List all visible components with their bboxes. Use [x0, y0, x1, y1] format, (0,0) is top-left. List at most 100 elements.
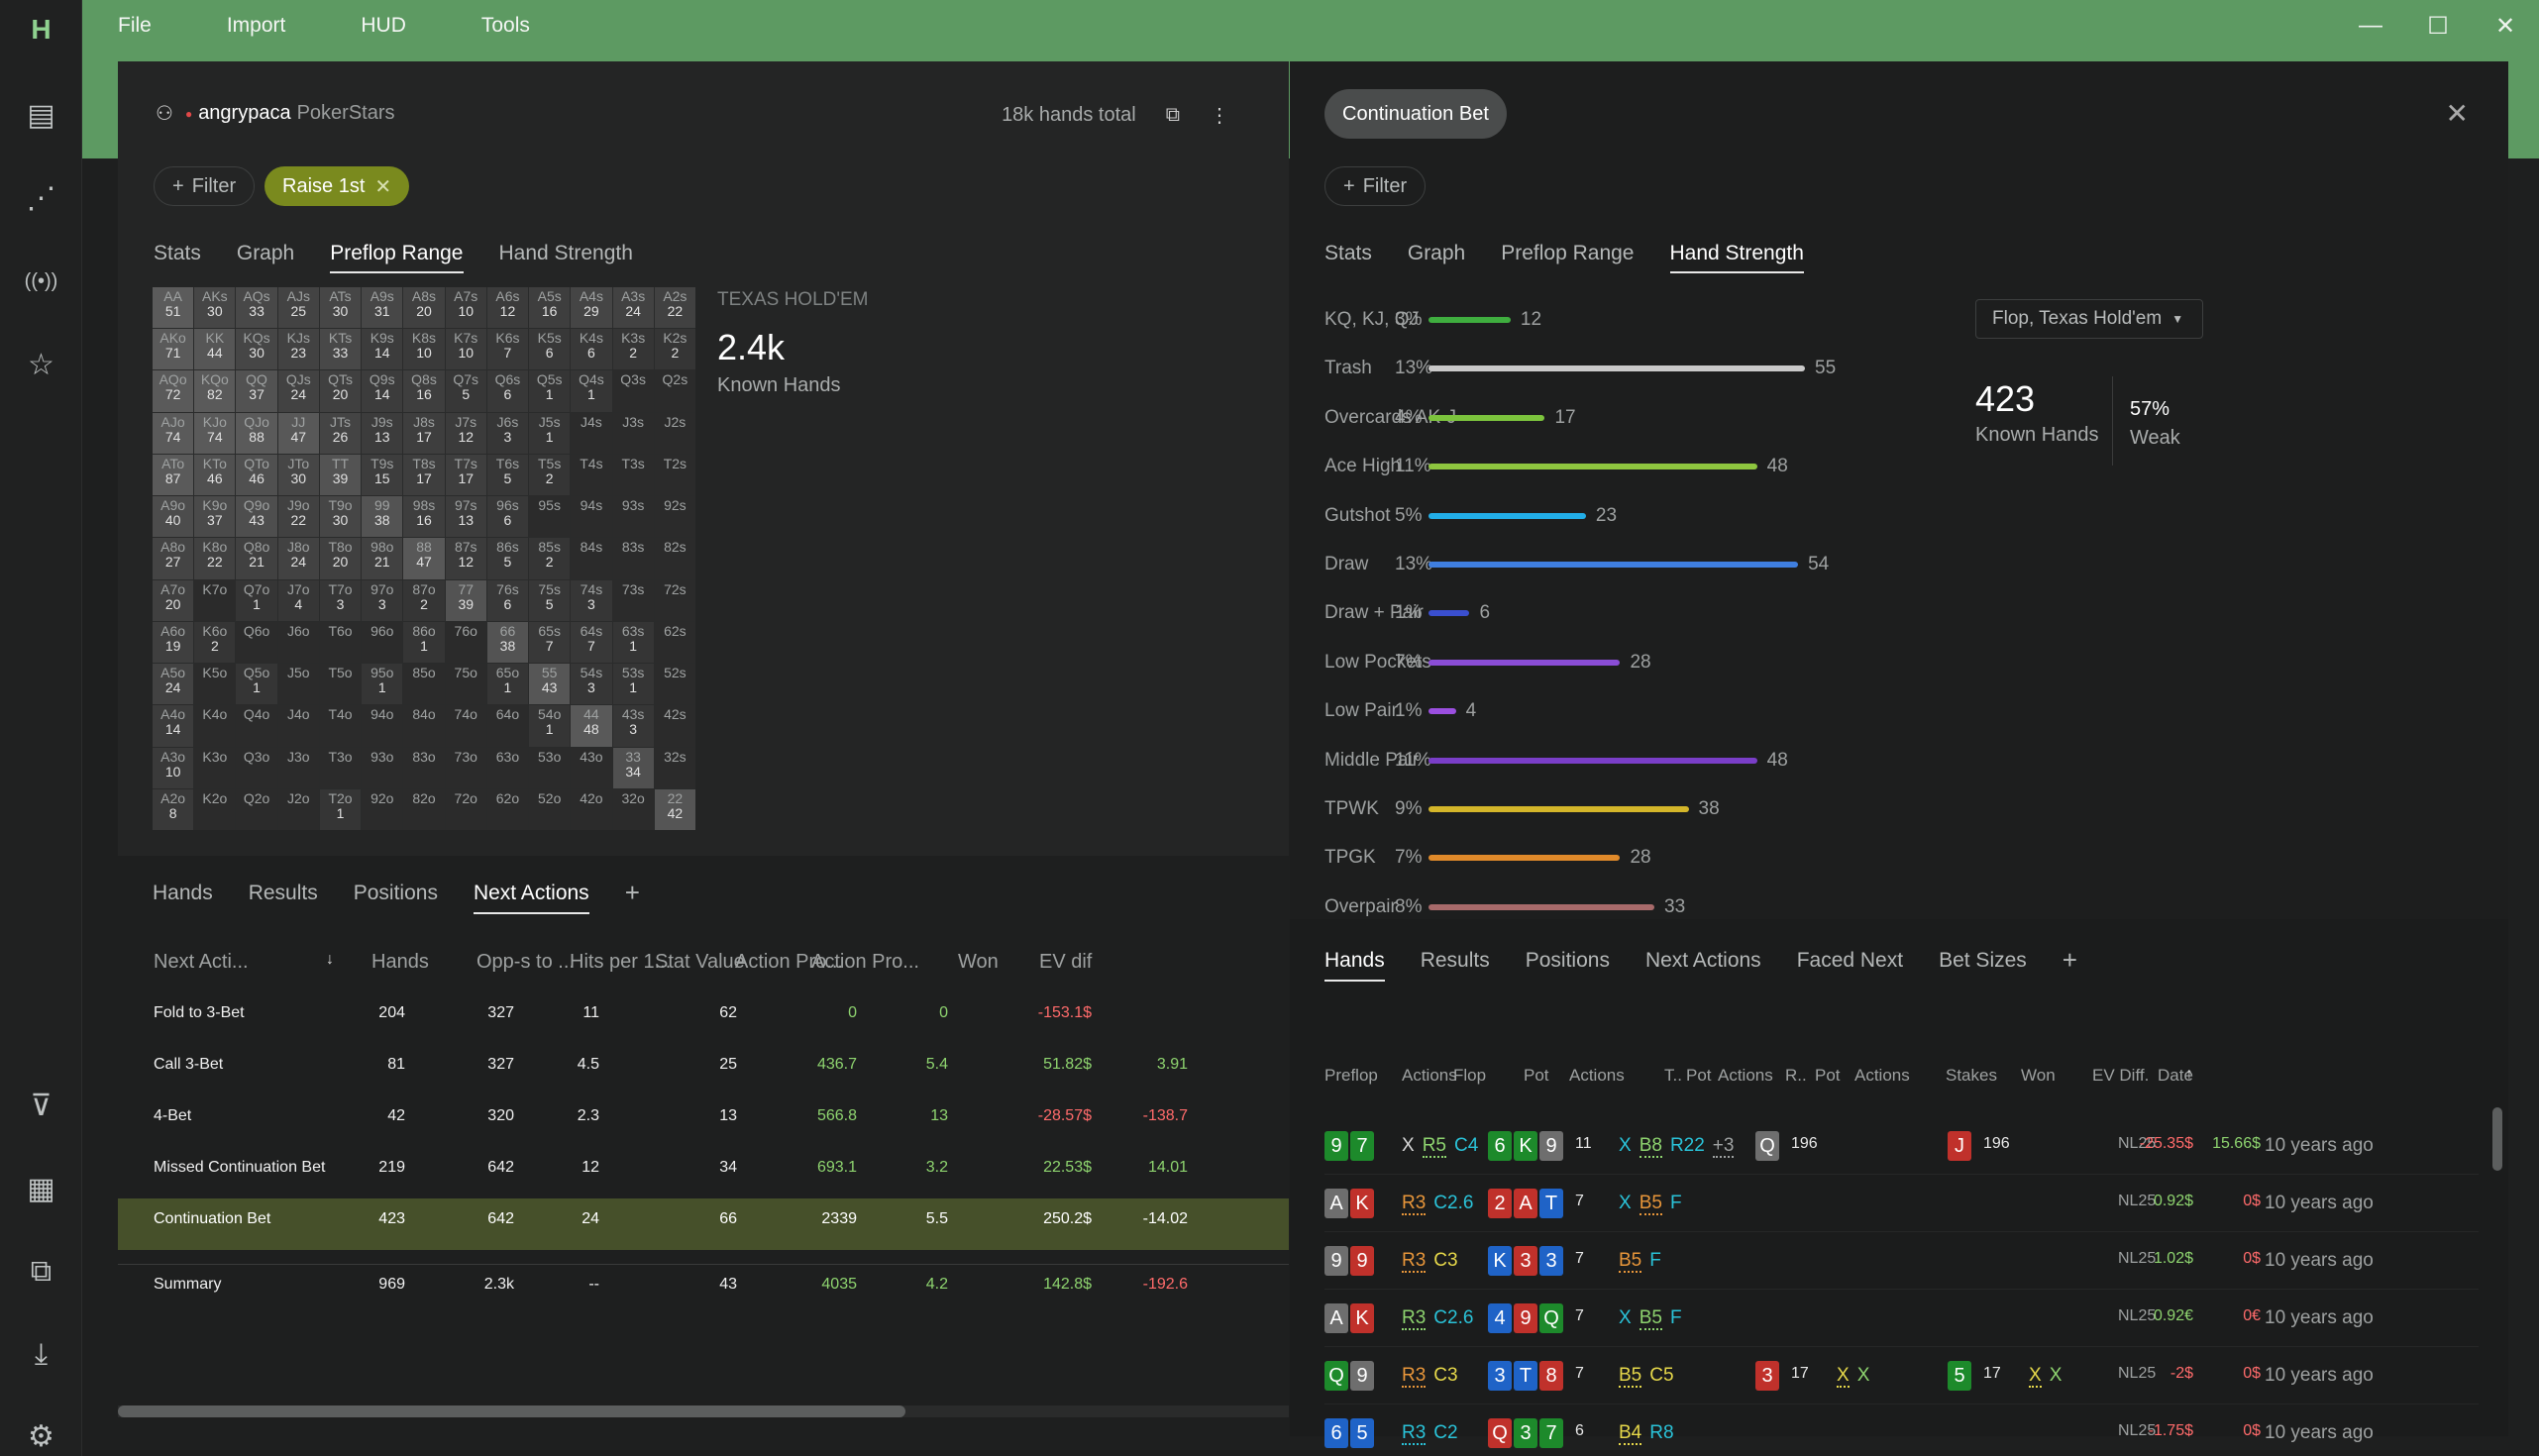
range-cell[interactable]: K2s 2 [654, 329, 695, 370]
range-cell[interactable]: J7o 4 [277, 579, 319, 621]
add-filter-button[interactable]: + Filter [154, 166, 256, 206]
range-cell[interactable]: T8o 20 [319, 538, 362, 579]
range-cell[interactable]: 82s [654, 538, 695, 579]
hands-column-header[interactable]: Preflop [1324, 1066, 1378, 1085]
range-cell[interactable]: 85o [403, 664, 445, 705]
strength-bar[interactable] [1428, 806, 1689, 812]
range-cell[interactable]: KK 44 [194, 329, 236, 370]
range-cell[interactable]: 63o [486, 747, 529, 788]
range-cell[interactable]: AKs 30 [194, 287, 236, 329]
copy-icon[interactable]: ⧉ [30, 1255, 53, 1288]
popout-icon[interactable]: ⧉ [1165, 104, 1180, 126]
range-cell[interactable]: 54o 1 [529, 705, 571, 747]
range-cell[interactable]: K3s 2 [612, 329, 654, 370]
hands-column-header[interactable]: Stakes [1946, 1066, 1997, 1085]
range-cell[interactable]: K2o [194, 788, 236, 830]
range-cell[interactable]: Q9o 43 [236, 496, 277, 538]
menu-hud[interactable]: HUD [361, 14, 406, 37]
hands-column-header[interactable]: Flop [1453, 1066, 1487, 1085]
range-cell[interactable]: A9o 40 [153, 496, 194, 538]
strength-bar[interactable] [1428, 317, 1511, 323]
range-cell[interactable]: 64o [486, 705, 529, 747]
range-cell[interactable]: 62o [486, 788, 529, 830]
htab-next-actions[interactable]: Next Actions [1644, 949, 1761, 972]
range-cell[interactable]: T3o [319, 747, 362, 788]
range-cell[interactable]: 42s [654, 705, 695, 747]
btab-results[interactable]: Results [248, 882, 318, 904]
range-cell[interactable]: Q2o [236, 788, 277, 830]
range-cell[interactable]: 84o [403, 705, 445, 747]
strength-bar[interactable] [1428, 903, 1654, 910]
range-cell[interactable]: KTs 33 [319, 329, 362, 370]
add-tab-icon[interactable]: + [624, 878, 640, 907]
range-cell[interactable]: T8s 17 [403, 454, 445, 496]
range-cell[interactable]: K6s 7 [486, 329, 529, 370]
range-cell[interactable]: 82o [403, 788, 445, 830]
range-cell[interactable]: Q4s 1 [571, 370, 612, 412]
table-row[interactable] [118, 1095, 1289, 1147]
range-cell[interactable]: 53o [529, 747, 571, 788]
range-cell[interactable]: 63s 1 [612, 621, 654, 664]
range-cell[interactable]: A8s 20 [403, 287, 445, 329]
range-cell[interactable]: 97o 3 [362, 579, 403, 621]
htab-positions[interactable]: Positions [1525, 949, 1610, 972]
hand-row[interactable] [1324, 1117, 2479, 1175]
tab-graph[interactable]: Graph [236, 242, 295, 264]
range-cell[interactable]: 32s [654, 747, 695, 788]
column-header[interactable]: Action Pro... [811, 951, 919, 973]
raise-first-chip[interactable]: Raise 1st ✕ [264, 166, 410, 206]
settings-icon[interactable]: ⚙ [28, 1419, 54, 1453]
range-cell[interactable]: AA 51 [153, 287, 194, 329]
download-icon[interactable]: ⤓ [34, 1338, 49, 1371]
rtab-hand-strength[interactable]: Hand Strength [1669, 242, 1804, 273]
range-cell[interactable]: 77 39 [445, 579, 486, 621]
range-cell[interactable]: Q3o [236, 747, 277, 788]
more-icon[interactable]: ⋮ [1210, 105, 1229, 127]
strength-bar[interactable] [1428, 659, 1621, 666]
range-cell[interactable]: A6o 19 [153, 621, 194, 664]
range-cell[interactable]: 83s [612, 538, 654, 579]
range-cell[interactable]: JTo 30 [277, 454, 319, 496]
filter-icon[interactable]: ⊽ [30, 1089, 53, 1122]
hands-column-header[interactable]: Won [2021, 1066, 2056, 1085]
range-cell[interactable]: 98o 21 [362, 538, 403, 579]
range-cell[interactable]: QTo 46 [236, 454, 277, 496]
range-cell[interactable]: 72s [654, 579, 695, 621]
range-cell[interactable]: 85s 2 [529, 538, 571, 579]
range-cell[interactable]: TT 39 [319, 454, 362, 496]
range-cell[interactable]: A2s 22 [654, 287, 695, 329]
range-cell[interactable]: Q7s 5 [445, 370, 486, 412]
range-cell[interactable]: J5o [277, 664, 319, 705]
range-cell[interactable]: J8o 24 [277, 538, 319, 579]
range-cell[interactable]: KQo 82 [194, 370, 236, 412]
range-cell[interactable]: 65s 7 [529, 621, 571, 664]
range-cell[interactable]: JTs 26 [319, 412, 362, 454]
horizontal-scrollbar[interactable] [118, 1405, 1289, 1417]
range-cell[interactable]: 95s [529, 496, 571, 538]
range-cell[interactable]: Q7o 1 [236, 579, 277, 621]
range-cell[interactable]: ATo 87 [153, 454, 194, 496]
table-row[interactable] [118, 992, 1289, 1044]
range-cell[interactable]: 62s [654, 621, 695, 664]
range-cell[interactable]: KJs 23 [277, 329, 319, 370]
range-cell[interactable]: Q6o [236, 621, 277, 664]
range-cell[interactable]: J5s 1 [529, 412, 571, 454]
player-name[interactable]: angrypaca [198, 102, 291, 124]
range-cell[interactable]: AJs 25 [277, 287, 319, 329]
btab-next-actions[interactable]: Next Actions [473, 882, 589, 914]
range-cell[interactable]: J6o [277, 621, 319, 664]
reports-icon[interactable]: ▤ [27, 98, 55, 132]
menu-tools[interactable]: Tools [480, 14, 530, 37]
range-cell[interactable]: T9o 30 [319, 496, 362, 538]
stat-chip[interactable]: Continuation Bet [1324, 89, 1507, 139]
column-header[interactable]: Won [958, 951, 999, 973]
range-cell[interactable]: 66 38 [486, 621, 529, 664]
range-cell[interactable]: 87o 2 [403, 579, 445, 621]
range-cell[interactable]: K5s 6 [529, 329, 571, 370]
hands-column-header[interactable]: Pot [1815, 1066, 1841, 1085]
list-star-icon[interactable]: ☆ [28, 348, 54, 381]
range-cell[interactable]: ATs 30 [319, 287, 362, 329]
range-cell[interactable]: 93o [362, 747, 403, 788]
vertical-scrollbar[interactable] [2492, 1107, 2502, 1171]
range-cell[interactable]: T7o 3 [319, 579, 362, 621]
